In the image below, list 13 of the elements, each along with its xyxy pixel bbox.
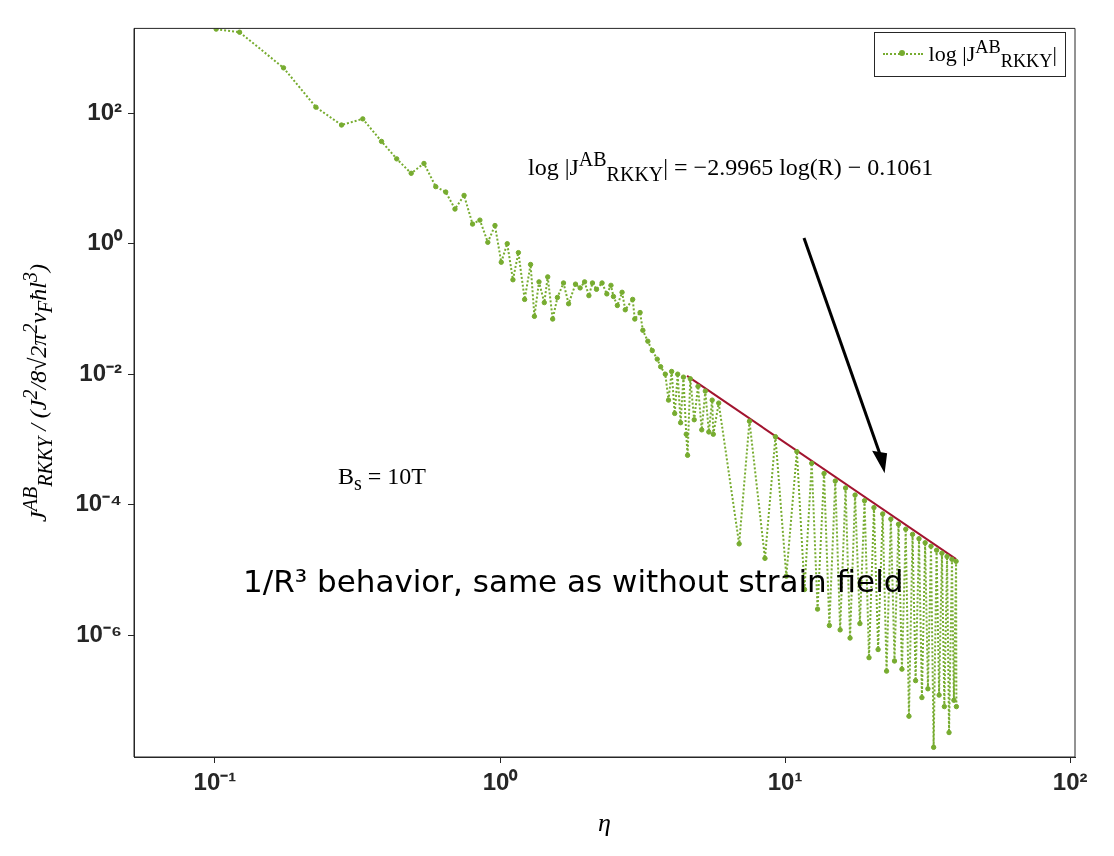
annotation: log |J$^{AB}$$_{RKKY}$| = −2.9965 log(R) − 0.1061: [528, 148, 934, 186]
x-tick-label: 10²: [1052, 768, 1088, 796]
x-tick-label: 10⁻¹: [193, 768, 237, 796]
x-tick-label: 10⁰: [482, 768, 519, 796]
x-tick-label: 10¹: [767, 768, 803, 796]
y-tick-label: 10²: [87, 97, 123, 125]
x-axis-title: η: [597, 808, 612, 838]
y-tick-label: 10⁻²: [79, 358, 123, 386]
y-tick-label: 10⁻⁶: [76, 619, 122, 647]
legend-label: log |J$^{AB}$$_{RKKY}$|: [928, 37, 1057, 72]
annotation: B$_{s}$ = 10T: [338, 463, 427, 495]
y-tick-label: 10⁰: [87, 228, 123, 256]
y-tick-label: 10⁻⁴: [75, 489, 122, 517]
